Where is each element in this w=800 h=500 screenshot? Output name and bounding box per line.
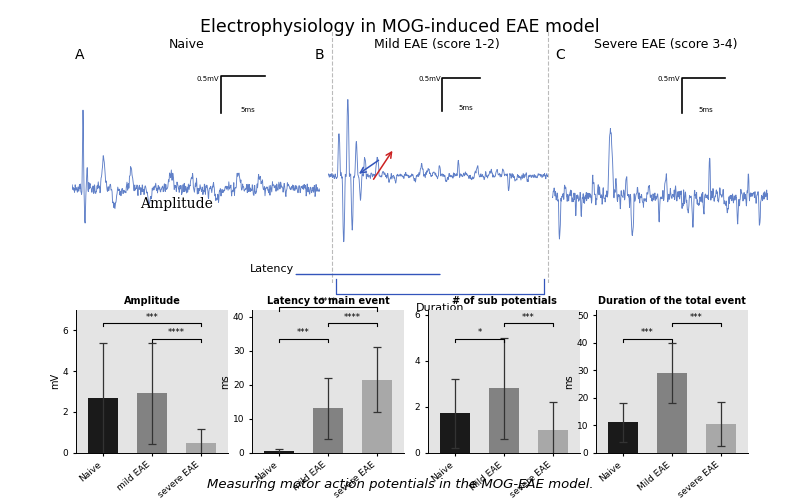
Text: ***: *** (641, 328, 654, 338)
Bar (657, 373, 687, 452)
Bar (538, 430, 568, 452)
Bar (186, 444, 216, 452)
Text: Electrophysiology in MOG-induced EAE model: Electrophysiology in MOG-induced EAE mod… (200, 18, 600, 36)
Text: Mild EAE (score 1-2): Mild EAE (score 1-2) (374, 38, 500, 51)
Y-axis label: mV: mV (50, 373, 60, 390)
Text: Severe EAE (score 3-4): Severe EAE (score 3-4) (594, 38, 738, 51)
Text: 5ms: 5ms (459, 105, 474, 111)
Text: 5ms: 5ms (241, 107, 255, 113)
Text: 0.5mV: 0.5mV (197, 76, 219, 82)
Text: *: * (478, 328, 482, 338)
Text: ****: **** (344, 312, 361, 322)
Text: A: A (75, 48, 85, 62)
Title: Duration of the total event: Duration of the total event (598, 296, 746, 306)
Text: ***: *** (146, 312, 158, 322)
Text: 0.5mV: 0.5mV (658, 76, 681, 82)
Text: ****: **** (319, 297, 337, 306)
Text: C: C (555, 48, 565, 62)
Bar (137, 394, 167, 452)
Bar (362, 380, 392, 452)
Text: Naive: Naive (168, 38, 204, 51)
Bar (489, 388, 519, 452)
Y-axis label: ms: ms (564, 374, 574, 388)
Text: 0.5mV: 0.5mV (418, 76, 442, 82)
Text: 5ms: 5ms (699, 107, 714, 113)
Bar (608, 422, 638, 452)
Text: ***: *** (522, 312, 535, 322)
Bar (440, 414, 470, 453)
Bar (313, 408, 343, 453)
Title: Latency to main event: Latency to main event (266, 296, 390, 306)
Bar (88, 398, 118, 452)
Text: Duration: Duration (416, 303, 464, 313)
Text: Latency: Latency (250, 264, 294, 274)
Text: ***: *** (690, 312, 703, 322)
Bar (264, 451, 294, 452)
Text: ****: **** (168, 328, 185, 338)
Title: # of sub potentials: # of sub potentials (451, 296, 557, 306)
Text: Amplitude: Amplitude (140, 198, 213, 211)
Text: ***: *** (297, 328, 310, 338)
Text: B: B (315, 48, 325, 62)
Y-axis label: ms: ms (220, 374, 230, 388)
Text: Measuring motor action potentials in the MOG-EAE model.: Measuring motor action potentials in the… (206, 478, 594, 491)
Title: Amplitude: Amplitude (123, 296, 181, 306)
Bar (706, 424, 736, 452)
